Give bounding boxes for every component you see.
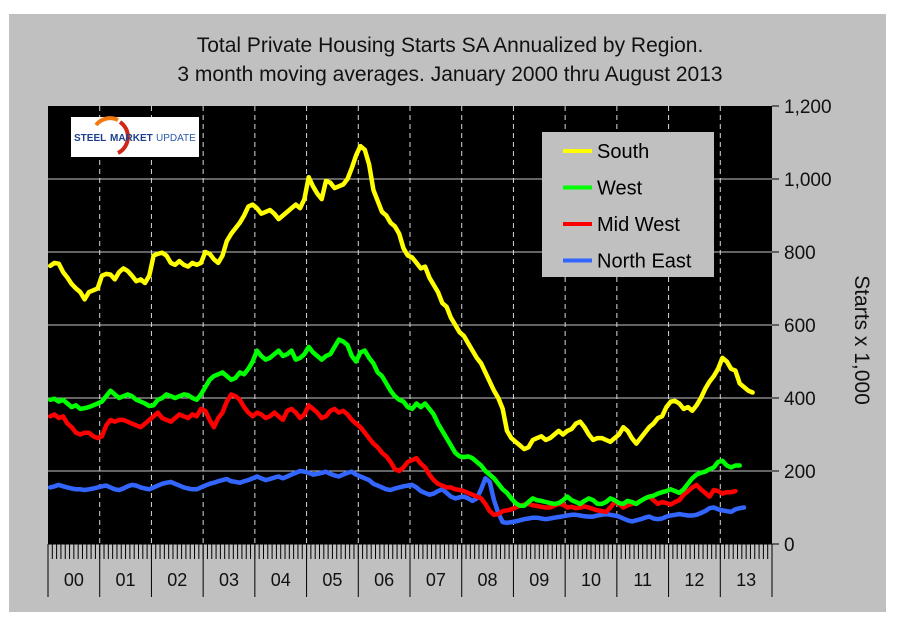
logo-background (71, 117, 199, 157)
legend-label: North East (597, 251, 692, 273)
series-line-north-east (47, 468, 747, 526)
y-tick-label: 800 (784, 243, 816, 264)
x-tick-label: 08 (478, 570, 498, 590)
x-tick-label: 06 (374, 570, 394, 590)
series-layer (47, 143, 755, 526)
chart-title: Total Private Housing Starts SA Annualiz… (197, 34, 704, 57)
logo-arc-bottom (116, 120, 130, 155)
y-tick-label: 1,000 (784, 170, 832, 191)
logo-arc-top (94, 116, 119, 127)
y-tick-label: 200 (784, 462, 816, 483)
y-tick-label: 1,200 (784, 97, 832, 118)
x-tick-label: 05 (322, 570, 342, 590)
series-line-south (47, 143, 755, 452)
legend: South West Mid West North East (542, 132, 714, 277)
steel-market-update-logo: STEEL MARKET UPDATE (71, 116, 199, 157)
x-axis: 00 01 02 03 04 05 06 07 08 09 10 11 12 13 (47, 543, 773, 597)
x-tick-label: 09 (529, 570, 549, 590)
x-tick-label: 04 (271, 570, 291, 590)
x-tick-label: 13 (736, 570, 756, 590)
legend-label: West (597, 178, 643, 200)
y-axis: 0 200 400 600 800 1,000 1,200 (772, 97, 832, 556)
x-tick-label: 10 (581, 570, 601, 590)
chart-subtitle: 3 month moving averages. January 2000 th… (177, 63, 722, 86)
x-tick-label: 07 (426, 570, 446, 590)
x-tick-label: 01 (116, 570, 136, 590)
legend-box (542, 132, 714, 277)
logo-word-market: MARKET (110, 133, 153, 144)
y-tick-label: 600 (784, 316, 816, 337)
legend-label: Mid West (597, 214, 680, 236)
series-line-west (47, 337, 742, 508)
logo-word-update: UPDATE (156, 133, 196, 144)
logo-word-steel: STEEL (74, 133, 106, 144)
x-tick-label: 11 (633, 570, 652, 590)
x-tick-label: 12 (684, 570, 704, 590)
x-tick-label: 00 (64, 570, 84, 590)
x-tick-label: 02 (167, 570, 187, 590)
y-tick-label: 0 (784, 535, 795, 556)
x-tick-label: 03 (219, 570, 239, 590)
legend-label: South (597, 141, 649, 163)
y-tick-label: 400 (784, 389, 816, 410)
y-axis-label: Starts x 1,000 (850, 275, 873, 405)
